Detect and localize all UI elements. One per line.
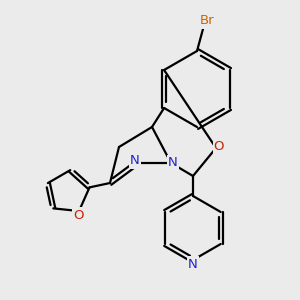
Text: Br: Br xyxy=(200,14,214,28)
Text: N: N xyxy=(130,154,140,167)
Text: N: N xyxy=(168,157,178,169)
Text: O: O xyxy=(214,140,224,154)
Text: N: N xyxy=(188,257,198,271)
Text: O: O xyxy=(73,208,83,221)
